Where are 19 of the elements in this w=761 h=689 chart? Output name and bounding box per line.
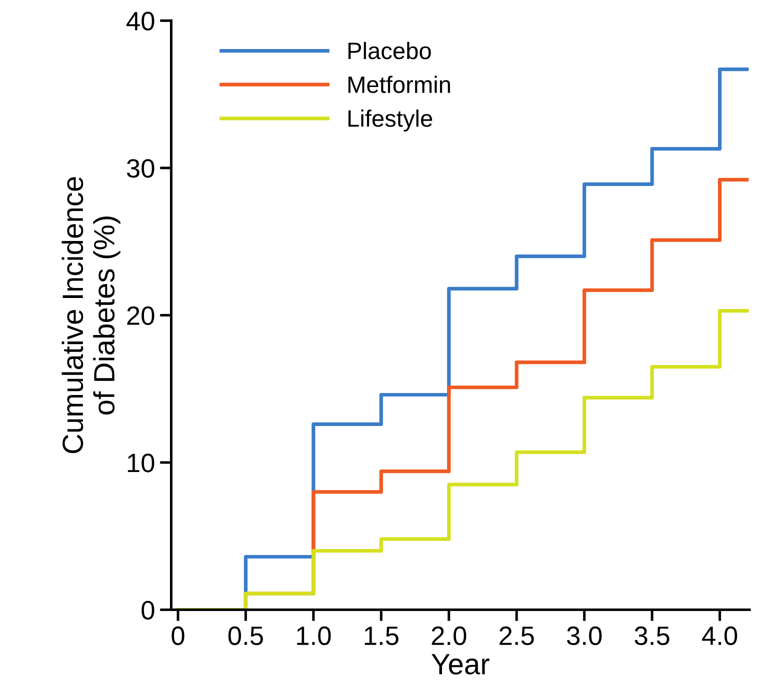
y-tick-label: 40 (126, 12, 154, 30)
y-tick-label: 20 (127, 306, 154, 326)
x-tick-label: 4.0 (702, 626, 738, 646)
x-tick-label: 3.5 (634, 626, 670, 646)
y-tick-label: 0 (142, 600, 154, 620)
y-axis-title: Cumulative Incidence of Diabetes (%) (62, 177, 120, 454)
x-axis-title: Year (432, 654, 490, 675)
x-tick-label: 0.5 (228, 626, 263, 646)
x-tick-label: 0 (172, 626, 184, 646)
x-tick-label: 1.0 (297, 626, 331, 646)
legend-label: Placebo (348, 42, 431, 60)
y-tick-label: 10 (128, 454, 154, 472)
y-tick-label: 30 (126, 159, 154, 178)
legend-label: Lifestyle (348, 110, 432, 132)
x-tick-label: 2.0 (432, 626, 466, 646)
x-tick-label: 3.0 (567, 626, 602, 646)
legend-label: Metformin (348, 76, 450, 94)
x-tick-label: 1.5 (364, 626, 398, 646)
x-tick-label: 2.5 (500, 626, 534, 646)
